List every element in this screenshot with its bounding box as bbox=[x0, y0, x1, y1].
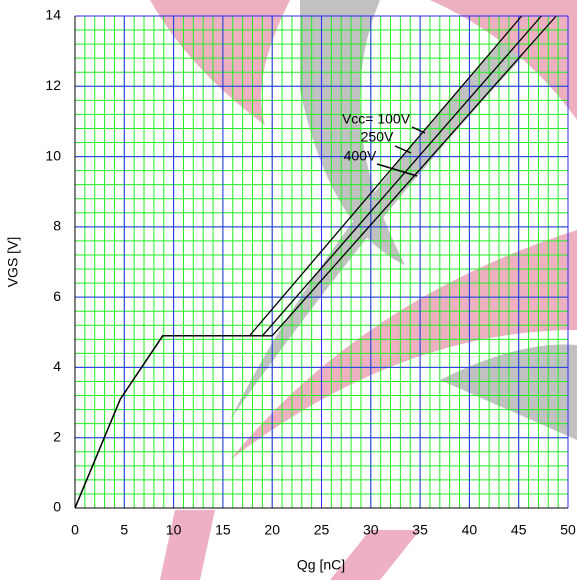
watermark bbox=[150, 0, 577, 580]
x-tick-label: 30 bbox=[363, 522, 379, 538]
series-label: Vcc= 100V bbox=[342, 111, 411, 127]
y-tick-label: 4 bbox=[53, 358, 61, 374]
y-tick-label: 0 bbox=[53, 499, 61, 515]
x-tick-label: 45 bbox=[511, 522, 527, 538]
x-tick-label: 40 bbox=[462, 522, 478, 538]
x-tick-label: 50 bbox=[560, 522, 576, 538]
series-label: 250V bbox=[361, 129, 394, 145]
y-tick-label: 6 bbox=[53, 288, 61, 304]
y-tick-label: 14 bbox=[45, 7, 61, 23]
x-tick-label: 20 bbox=[264, 522, 280, 538]
y-tick-label: 10 bbox=[45, 147, 61, 163]
chart: Qg [nC] VGS [V] 0 5 10 15 20 25 30 35 40 45 50 0 2 4 6… bbox=[0, 0, 577, 580]
y-tick-label: 2 bbox=[53, 428, 61, 444]
y-tick-label: 12 bbox=[45, 77, 61, 93]
series-label: 400V bbox=[344, 148, 377, 164]
x-tick-label: 25 bbox=[314, 522, 330, 538]
leader-line bbox=[412, 127, 425, 133]
x-tick-label: 10 bbox=[166, 522, 182, 538]
x-tick-label: 35 bbox=[412, 522, 428, 538]
x-axis-label: Qg [nC] bbox=[297, 557, 345, 573]
y-axis-label: VGS [V] bbox=[5, 237, 21, 288]
y-tick-label: 8 bbox=[53, 218, 61, 234]
x-tick-label: 15 bbox=[215, 522, 231, 538]
x-tick-label: 0 bbox=[71, 522, 79, 538]
x-tick-label: 5 bbox=[120, 522, 128, 538]
series-line bbox=[75, 16, 522, 508]
